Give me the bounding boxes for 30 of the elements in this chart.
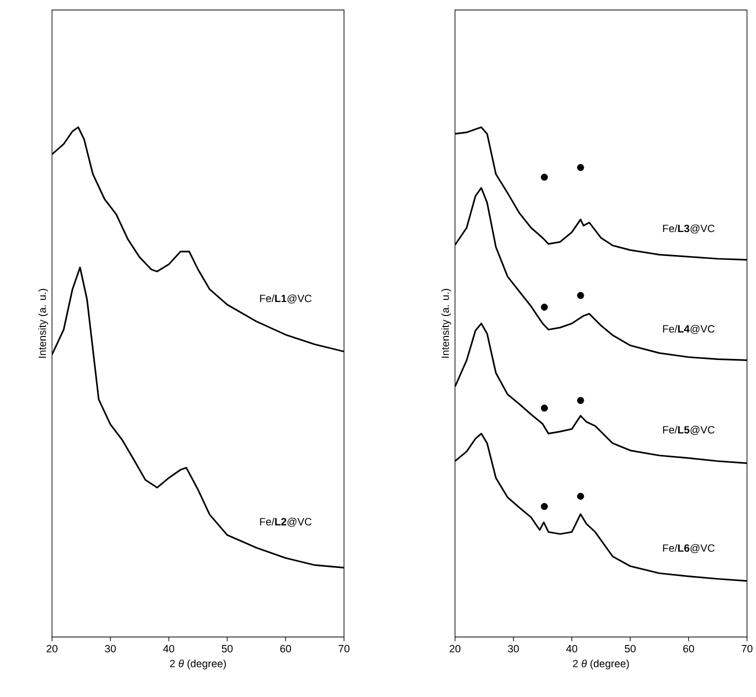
x-axis-title: 2 θ (degree) (573, 660, 629, 670)
x-tick-label: 20 (450, 644, 460, 652)
x-tick-label: 40 (566, 644, 578, 652)
y-axis-title: Intensity (a. u.) (441, 288, 452, 358)
point (577, 292, 584, 299)
x-tick-label: 60 (280, 644, 292, 652)
x-tick-label: 30 (104, 644, 116, 652)
x-tick-label: 30 (508, 644, 519, 652)
y-axis-title: Intensity (a. u.) (38, 288, 48, 358)
point (577, 164, 584, 171)
text: Fe/L3@VC (663, 224, 715, 234)
point (540, 502, 548, 510)
x-tick-label: 20 (46, 644, 58, 652)
series-label: Fe/L4@VC (663, 324, 715, 334)
point (540, 404, 548, 412)
x-tick-label: 50 (222, 644, 233, 652)
x-axis-title: 2 θ (degree) (170, 660, 226, 670)
point (540, 304, 548, 311)
x-tick-label: 50 (624, 644, 636, 652)
point (577, 492, 584, 500)
x-tick-label: 70 (742, 644, 752, 652)
series-label: Fe/L5@VC (663, 426, 715, 435)
series-label: Fe/L1@VC (260, 294, 312, 304)
x-tick-label: 40 (163, 644, 174, 652)
point (540, 174, 548, 181)
series-label: Fe/L6@VC (663, 544, 715, 554)
series-label: Fe/L2@VC (260, 518, 312, 527)
point (577, 396, 584, 404)
x-tick-label: 60 (683, 644, 694, 652)
x-tick-label: 70 (338, 644, 350, 652)
